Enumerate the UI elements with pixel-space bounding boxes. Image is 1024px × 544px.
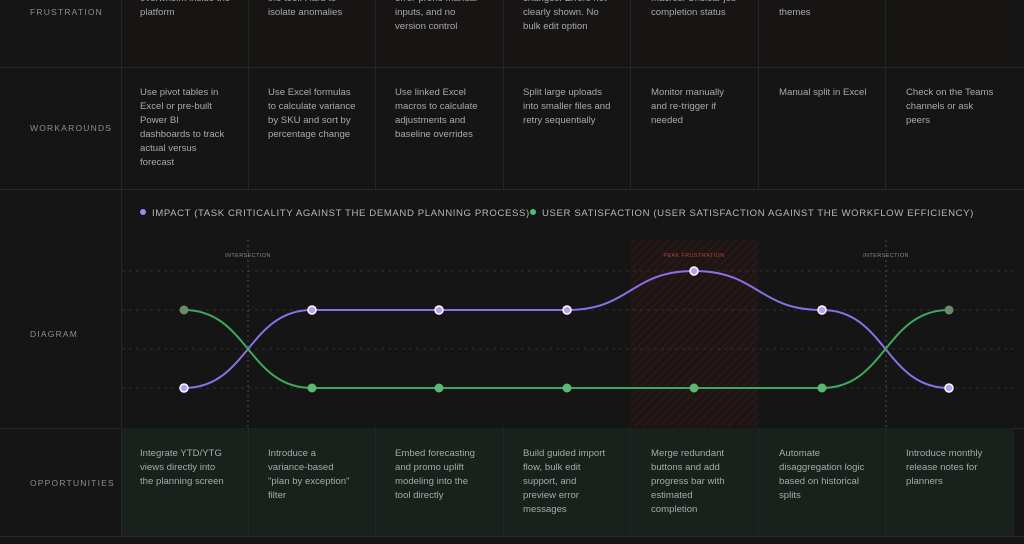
column-divider	[885, 0, 886, 189]
workaround-cell-1: Use pivot tables in Excel or pre-built P…	[140, 87, 225, 168]
legend-impact: IMPACT (TASK CRITICALITY AGAINST THE DEM…	[140, 208, 530, 219]
impact-point	[817, 305, 827, 315]
satisfaction-point	[434, 383, 444, 393]
column-divider	[758, 428, 759, 536]
column-divider	[375, 428, 376, 536]
workarounds-label: WORKAROUNDS	[30, 123, 113, 133]
column-divider	[630, 428, 631, 536]
frustration-cell-3: error-prone manual inputs, and no versio…	[395, 0, 477, 32]
impact-point	[689, 266, 699, 276]
column-divider	[503, 428, 504, 536]
impact-legend-text: IMPACT (TASK CRITICALITY AGAINST THE DEM…	[152, 208, 530, 219]
frustration-cell-1: overwhelm inside the platform	[140, 0, 230, 18]
workaround-cell-4: Split large uploads into smaller files a…	[523, 87, 611, 126]
diagram-grid	[122, 270, 1014, 389]
intersection-label-left: INTERSECTION	[225, 253, 271, 259]
frustration-label: FRUSTRATION	[30, 7, 104, 17]
column-divider	[503, 0, 504, 189]
satisfaction-legend-text: USER SATISFACTION (USER SATISFACTION AGA…	[542, 208, 974, 219]
impact-point	[179, 383, 189, 393]
frustration-cell-2: the tool. Hard to isolate anomalies	[268, 0, 343, 18]
diagram-series	[179, 266, 954, 393]
column-divider	[885, 428, 886, 536]
column-divider	[121, 0, 122, 536]
impact-point	[562, 305, 572, 315]
workaround-cell-2: Use Excel formulas to calculate variance…	[268, 87, 356, 140]
diagram-label: DIAGRAM	[30, 329, 79, 339]
opportunity-cell-1: Integrate YTD/YTG views directly into th…	[140, 448, 224, 487]
frustration-cell-4: changes. Errors not clearly shown. No bu…	[523, 0, 607, 32]
column-divider	[758, 0, 759, 189]
opportunities-row: OPPORTUNITIES	[0, 428, 1024, 537]
workaround-cell-7: Check on the Teams channels or ask peers	[906, 87, 994, 126]
opportunities-row-background	[121, 428, 1014, 536]
frustration-row: FRUSTRATION	[0, 0, 1024, 68]
peak-frustration-label: PEAK FRUSTRATION	[663, 253, 724, 259]
satisfaction-point	[944, 305, 954, 315]
column-divider	[630, 0, 631, 189]
opportunity-cell-4: Build guided import flow, bulk edit supp…	[523, 448, 606, 515]
opportunity-cell-5: Merge redundant buttons and add progress…	[651, 448, 725, 515]
impact-line	[183, 269, 950, 389]
frustration-cell-5: macros. Unclear job completion status	[651, 0, 736, 18]
satisfaction-point	[307, 383, 317, 393]
frustration-cell-6: themes	[779, 7, 811, 18]
column-divider	[375, 0, 376, 189]
satisfaction-legend-dot	[530, 209, 536, 215]
satisfaction-point	[817, 383, 827, 393]
satisfaction-point	[562, 383, 572, 393]
workarounds-row: WORKAROUNDS	[0, 67, 1024, 190]
column-divider	[248, 428, 249, 536]
impact-legend-dot	[140, 209, 146, 215]
impact-point	[944, 383, 954, 393]
opportunity-cell-3: Embed forecasting and promo uplift model…	[395, 448, 475, 501]
frustration-row-background	[121, 0, 1014, 67]
opportunity-cell-7: Introduce monthly release notes for plan…	[906, 448, 983, 487]
opportunity-cell-2: Introduce a variance-based "plan by exce…	[268, 448, 350, 501]
workaround-cell-5: Monitor manually and re-trigger if neede…	[651, 87, 725, 126]
column-divider	[248, 0, 249, 189]
workaround-cell-3: Use linked Excel macros to calculate adj…	[395, 87, 478, 140]
satisfaction-point	[689, 383, 699, 393]
opportunities-label: OPPORTUNITIES	[30, 478, 115, 488]
satisfaction-point	[179, 305, 189, 315]
opportunity-cell-6: Automate disaggregation logic based on h…	[779, 448, 865, 501]
legend-satisfaction: USER SATISFACTION (USER SATISFACTION AGA…	[530, 208, 974, 219]
impact-point	[434, 305, 444, 315]
impact-point	[307, 305, 317, 315]
workaround-cell-6: Manual split in Excel	[779, 87, 867, 98]
intersection-label-right: INTERSECTION	[863, 253, 909, 259]
